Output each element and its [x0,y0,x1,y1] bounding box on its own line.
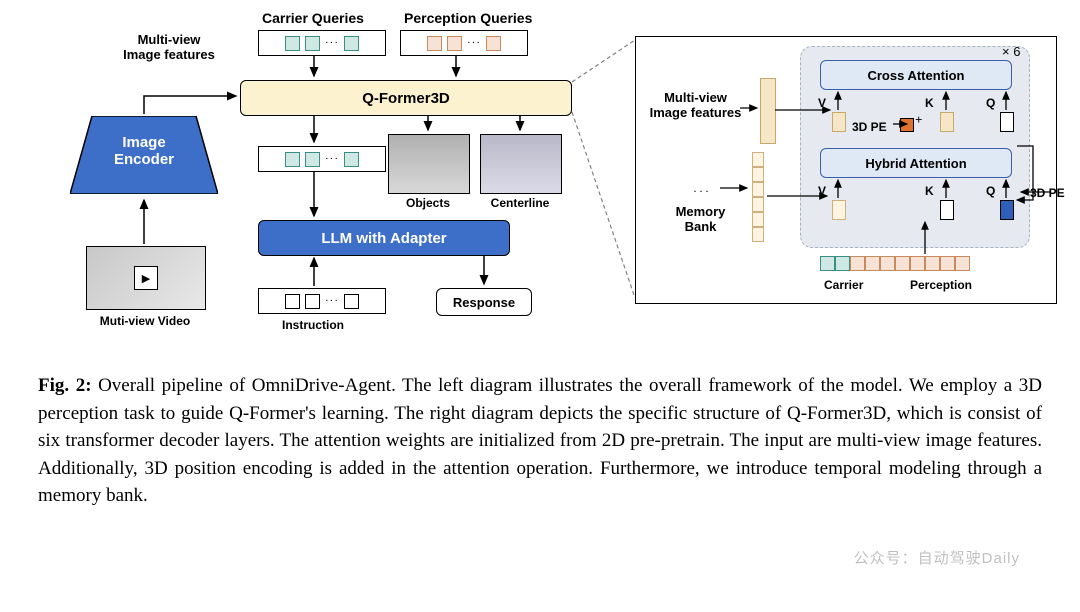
carrier-label: Carrier [824,278,863,292]
multiview-features-label: Multi-view Image features [104,32,234,62]
plus-icon: + [915,112,922,128]
video-label: Muti-view Video [86,314,204,328]
dots: ··· [325,153,339,165]
pe3d-token [900,118,914,132]
dots: ··· [325,295,339,307]
instr-token [344,294,359,309]
v-token-ca [832,112,846,132]
q-label: Q [986,184,995,198]
perception-token [427,36,442,51]
perception-token [447,36,462,51]
pe3d-label: 3D PE [852,120,887,134]
v-label: V [818,184,826,198]
instruction-label: Instruction [258,318,368,332]
carrier-output-box: ··· [258,146,386,172]
image-encoder-label: Image Encoder [70,134,218,168]
objects-image [388,134,470,194]
k-token-ha [940,200,954,220]
instruction-box: ··· [258,288,386,314]
carrier-token [344,36,359,51]
bottom-token-strip [820,256,970,271]
caption-text: Overall pipeline of OmniDrive-Agent. The… [38,375,1042,506]
perception-label: Perception [910,278,972,292]
q-token-ca [1000,112,1014,132]
k-label: K [925,96,934,110]
dots: ··· [467,37,481,49]
v-label: V [818,96,826,110]
perception-queries-label: Perception Queries [404,10,532,26]
fig-label: Fig. 2: [38,375,92,396]
carrier-token [285,36,300,51]
k-label: K [925,184,934,198]
carrier-token [285,152,300,167]
centerline-image [480,134,562,194]
carrier-token [344,152,359,167]
instr-token [285,294,300,309]
q-label: Q [986,96,995,110]
response-box: Response [436,288,532,316]
figure-caption: Fig. 2: Overall pipeline of OmniDrive-Ag… [38,372,1042,510]
v-token-ha [832,200,846,220]
memory-bank-stack [752,152,764,242]
carrier-token [305,36,320,51]
pe3d-right-label: 3D PE [1030,186,1065,200]
perception-queries-box: ··· [400,30,528,56]
video-thumbnail: ▶ [86,246,206,310]
k-token-ca [940,112,954,132]
q-token-ha [1000,200,1014,220]
memory-bank-label: Memory Bank [658,204,743,234]
qformer-box: Q-Former3D [240,80,572,116]
dots: ··· [325,37,339,49]
cross-attention-box: Cross Attention [820,60,1012,90]
mv-feature-box [760,78,776,144]
x6-label: × 6 [1002,44,1020,59]
dots: ··· [693,184,711,199]
hybrid-attention-box: Hybrid Attention [820,148,1012,178]
centerline-label: Centerline [480,196,560,210]
right-mv-label: Multi-view Image features [648,90,743,120]
carrier-queries-box: ··· [258,30,386,56]
carrier-token [305,152,320,167]
watermark: 公众号：自动驾驶Daily [854,547,1020,568]
perception-token [486,36,501,51]
carrier-queries-label: Carrier Queries [262,10,364,26]
instr-token [305,294,320,309]
llm-box: LLM with Adapter [258,220,510,256]
objects-label: Objects [388,196,468,210]
